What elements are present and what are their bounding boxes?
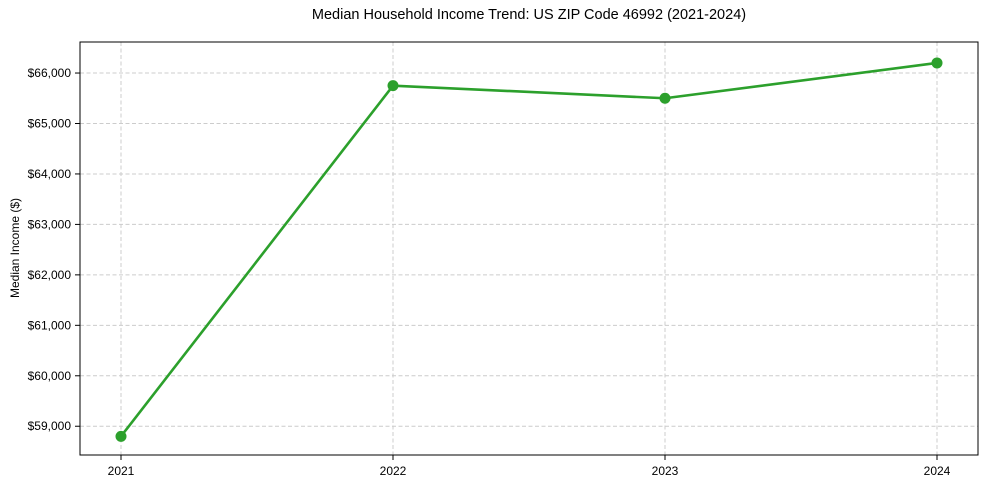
chart-title: Median Household Income Trend: US ZIP Co…: [311, 7, 747, 23]
x-tick-label: 2022: [380, 464, 407, 478]
data-point-marker: [931, 57, 943, 69]
x-tick-label: 2021: [108, 464, 135, 478]
y-tick-label: $66,000: [28, 66, 72, 80]
y-tick-label: $61,000: [28, 318, 72, 332]
plot-area: [80, 42, 978, 455]
x-tick-label: 2023: [652, 464, 679, 478]
y-tick-label: $65,000: [28, 116, 72, 130]
trend-line: [119, 61, 939, 438]
y-tick-label: $59,000: [28, 419, 72, 433]
y-tick-label: $60,000: [28, 369, 72, 383]
data-point-marker: [115, 430, 127, 442]
plot-border: [79, 41, 979, 456]
y-tick-label: $64,000: [28, 167, 72, 181]
data-point-marker: [387, 80, 399, 92]
x-tick-label: 2024: [924, 464, 951, 478]
y-tick-label: $63,000: [28, 217, 72, 231]
data-point-marker: [659, 92, 671, 104]
y-tick-label: $62,000: [28, 268, 72, 282]
